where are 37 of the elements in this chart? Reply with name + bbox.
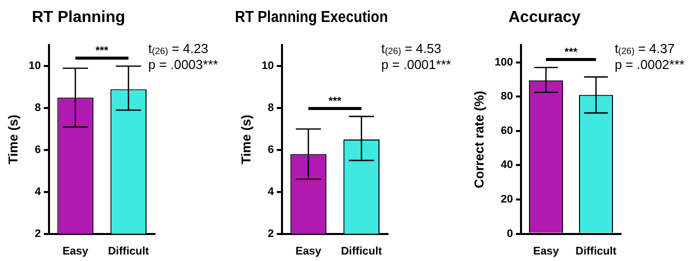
x-tick-label: Difficult [576,245,617,258]
chart-title: Accuracy [508,9,581,26]
x-tick-label: Difficult [340,245,382,258]
annotation: p = .0003*** [148,57,218,72]
annotation: t(26) = 4.23 [148,41,208,56]
y-tick-label: 40 [500,159,513,172]
y-tick-label: 20 [500,194,513,206]
y-tick-label: 2 [34,228,41,240]
y-tick-label: 4 [34,186,42,198]
x-tick-label: Easy [533,245,560,258]
y-tick-label: 2 [268,228,274,240]
annotation: p = .0002*** [614,57,684,72]
y-tick-label: 6 [34,144,41,156]
x-tick-label: Easy [296,245,322,258]
y-axis-title: Time (s) [5,114,20,164]
y-tick-label: 4 [268,186,275,198]
y-axis-title: Time (s) [238,114,254,164]
x-tick-label: Easy [62,245,90,258]
y-tick-label: 100 [494,56,513,68]
y-axis-title: Correct rate (%) [471,90,486,188]
y-tick-label: 8 [268,102,274,114]
y-tick-label: 10 [28,60,41,72]
annotation: t(26) = 4.37 [614,41,675,56]
y-tick-label: 6 [268,144,274,156]
y-tick-label: 0 [506,228,513,240]
chart-title: RT Planning [32,9,126,26]
annotation: *** [95,45,110,58]
y-tick-label: 10 [262,60,274,72]
y-tick-label: 8 [34,102,41,114]
y-tick-label: 80 [500,90,513,103]
y-tick-label: 60 [500,124,513,137]
annotation: *** [564,46,578,58]
annotation: p = .0001*** [381,57,452,72]
chart-title: RT Planning Execution [235,8,388,26]
annotation: *** [328,95,342,108]
x-tick-label: Difficult [108,245,150,258]
annotation: t(26) = 4.53 [381,41,442,56]
